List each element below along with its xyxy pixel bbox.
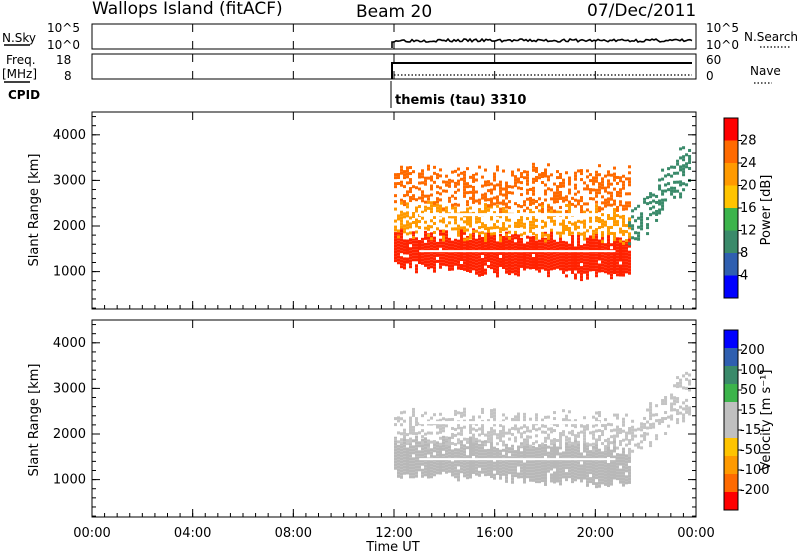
freq-unit-label: [MHz] <box>2 67 37 81</box>
power-scatter <box>394 146 691 281</box>
cpid-label: CPID <box>8 88 40 102</box>
velocity-colorbar-seg <box>724 384 738 403</box>
power-colorbar-seg <box>724 208 738 231</box>
velocity-colorbar-seg <box>724 366 738 385</box>
nave-tick-bottom: 0 <box>706 69 714 83</box>
station-title: Wallops Island (fitACF) <box>92 0 283 19</box>
power-colorbar: 28 24 20 16 12 8 4 <box>724 118 757 299</box>
x-axis-label: Time UT <box>365 540 419 554</box>
power-colorbar-tick-label: 8 <box>740 246 748 261</box>
freq-label: Freq. <box>6 53 36 67</box>
power-colorbar-label: Power [dB] <box>759 175 774 246</box>
velocity-colorbar-seg <box>724 348 738 367</box>
power-colorbar-seg <box>724 276 738 299</box>
velocity-colorbar-seg <box>724 492 738 511</box>
velocity-colorbar-seg <box>724 420 738 439</box>
x-tick-label: 16:00 <box>476 526 513 541</box>
power-ytick-label: 4000 <box>53 128 86 143</box>
power-colorbar-tick-label: 4 <box>740 269 748 284</box>
x-tick-label: 08:00 <box>275 526 312 541</box>
velocity-ytick-label: 2000 <box>53 427 86 442</box>
freq-tick-top: 18 <box>56 53 71 67</box>
nsearch-tick-top: 10^5 <box>706 21 739 35</box>
power-ytick-label: 2000 <box>53 219 86 234</box>
x-tick-label: 12:00 <box>375 526 412 541</box>
power-colorbar-tick-label: 24 <box>740 156 757 171</box>
freq-tick-bottom: 8 <box>64 69 72 83</box>
power-ytick-label: 1000 <box>53 265 86 280</box>
power-ylabel: Slant Range [km] <box>27 154 42 267</box>
power-colorbar-tick-label: 16 <box>740 201 757 216</box>
velocity-ytick-label: 1000 <box>53 473 86 488</box>
power-colorbar-tick-label: 20 <box>740 179 757 194</box>
power-colorbar-tick-label: 12 <box>740 224 757 239</box>
velocity-panel: 4000 3000 2000 1000 Slant Range [km] <box>27 320 696 517</box>
velocity-colorbar-seg <box>724 456 738 475</box>
nave-tick-top: 60 <box>706 53 721 67</box>
freq-series <box>392 63 692 79</box>
velocity-scatter <box>394 372 691 488</box>
cpid-value: themis (tau) 3310 <box>395 93 526 108</box>
velocity-ytick-label: 3000 <box>53 381 86 396</box>
beam-title: Beam 20 <box>356 2 432 22</box>
nsearch-tick-bottom: 10^0 <box>706 38 739 52</box>
power-colorbar-seg <box>724 186 738 209</box>
velocity-colorbar-tick-label: 200 <box>740 343 765 358</box>
velocity-ytick-label: 4000 <box>53 336 86 351</box>
nave-label: Nave <box>750 64 781 78</box>
velocity-colorbar-tick-label: 15 <box>740 403 757 418</box>
nsky-series <box>392 39 692 48</box>
velocity-colorbar-seg <box>724 438 738 457</box>
power-ytick-label: 3000 <box>53 173 86 188</box>
nsky-tick-bottom: 10^0 <box>47 38 80 52</box>
velocity-band-2 <box>628 372 691 457</box>
power-colorbar-seg <box>724 141 738 164</box>
x-tick-label: 20:00 <box>577 526 614 541</box>
nsearch-label: N.Search <box>744 30 798 44</box>
power-colorbar-seg <box>724 253 738 276</box>
nsky-tick-top: 10^5 <box>47 21 80 35</box>
x-tick-label: 04:00 <box>174 526 211 541</box>
power-y-ticks: 4000 3000 2000 1000 <box>53 117 696 309</box>
velocity-colorbar-label: Velocity [m s⁻¹] <box>759 370 774 471</box>
nsky-label: N.Sky <box>2 31 36 45</box>
power-colorbar-seg <box>724 118 738 141</box>
date-title: 07/Dec/2011 <box>587 1 696 21</box>
velocity-colorbar-seg <box>724 474 738 493</box>
power-colorbar-tick-label: 28 <box>740 134 757 149</box>
velocity-colorbar-seg <box>724 402 738 421</box>
velocity-colorbar-tick-label: 50 <box>740 383 757 398</box>
power-panel: 4000 3000 2000 1000 Slant Range [km] <box>27 112 696 309</box>
velocity-colorbar-tick-label: -200 <box>740 483 770 498</box>
velocity-ylabel: Slant Range [km] <box>27 364 42 477</box>
power-colorbar-seg <box>724 231 738 254</box>
power-band-3 <box>628 146 691 245</box>
x-tick-label: 00:00 <box>73 526 110 541</box>
power-colorbar-seg <box>724 163 738 186</box>
x-tick-label: 00:00 <box>677 526 714 541</box>
velocity-colorbar-seg <box>724 330 738 349</box>
